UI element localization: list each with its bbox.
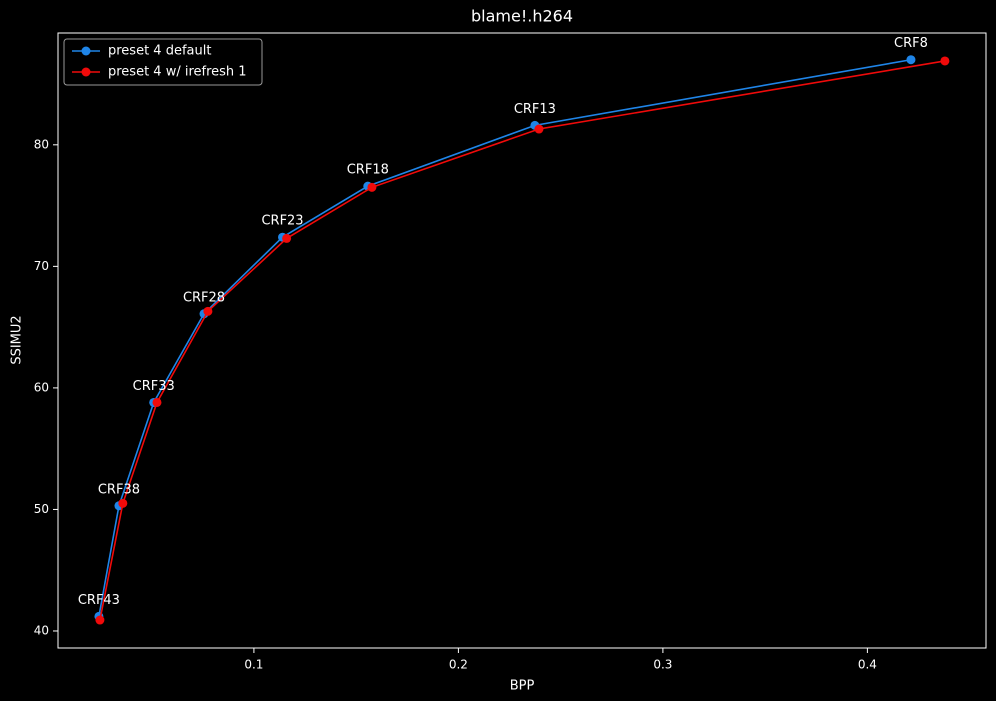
legend-label: preset 4 default <box>108 44 211 59</box>
annotation: CRF43 <box>78 593 120 608</box>
x-tick-label: 0.3 <box>653 658 672 672</box>
x-axis-label: BPP <box>510 679 535 694</box>
point <box>940 56 950 66</box>
x-tick-label: 0.2 <box>449 658 468 672</box>
point <box>152 397 162 407</box>
legend-marker <box>81 67 91 77</box>
y-tick-label: 60 <box>34 380 49 394</box>
annotation: CRF8 <box>894 36 928 51</box>
legend-box <box>63 38 263 86</box>
annotation: CRF38 <box>98 482 140 497</box>
point <box>95 615 105 625</box>
legend-marker <box>81 46 91 56</box>
y-tick-label: 70 <box>34 259 49 273</box>
annotation: CRF13 <box>514 102 556 117</box>
annotation: CRF28 <box>183 290 225 305</box>
x-tick-label: 0.1 <box>244 658 263 672</box>
y-tick-label: 40 <box>34 623 49 637</box>
series-line <box>98 58 912 617</box>
series-line <box>99 60 946 621</box>
point <box>282 233 292 243</box>
annotation: CRF23 <box>261 214 303 229</box>
legend-label: preset 4 w/ irefresh 1 <box>108 65 247 80</box>
y-tick-label: 50 <box>34 502 49 516</box>
annotation: CRF18 <box>347 163 389 178</box>
point <box>203 306 213 316</box>
axes-frame <box>57 32 987 649</box>
point <box>906 55 916 65</box>
y-axis-label: SSIMU2 <box>10 315 25 364</box>
x-tick-label: 0.4 <box>858 658 877 672</box>
y-tick-label: 80 <box>34 137 49 151</box>
annotation: CRF33 <box>133 379 175 394</box>
point <box>367 182 377 192</box>
point <box>534 124 544 134</box>
point <box>118 498 128 508</box>
chart-title: blame!.h264 <box>471 7 573 26</box>
